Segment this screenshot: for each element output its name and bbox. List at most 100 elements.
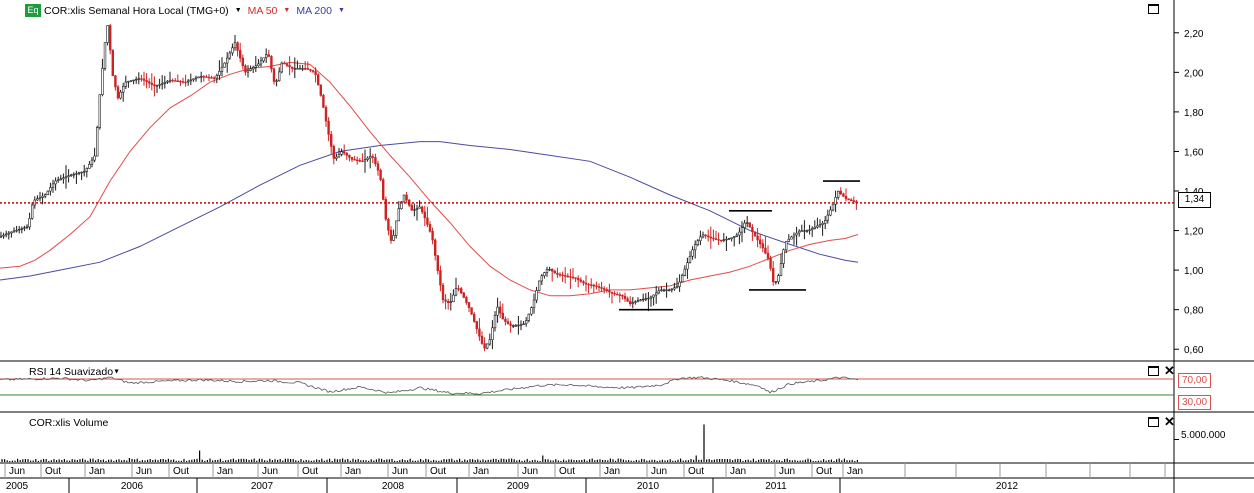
- ma200-label[interactable]: MA 200: [296, 4, 332, 17]
- candle-body: [829, 209, 832, 216]
- candle-body: [530, 307, 533, 315]
- candle-body: [171, 79, 174, 82]
- candle-body: [696, 240, 700, 245]
- candle-body: [725, 238, 728, 241]
- candle-body: [249, 68, 252, 71]
- month-label: Out: [816, 466, 832, 477]
- y-tick-label: 0,60: [1184, 345, 1204, 356]
- ma200-caret-icon[interactable]: ▼: [337, 7, 345, 14]
- candle-body: [842, 193, 845, 197]
- dropdown-caret-icon[interactable]: ▼: [234, 7, 242, 14]
- month-label: Jun: [779, 466, 795, 477]
- volume-panel-title[interactable]: COR:xlis Volume: [29, 417, 109, 429]
- candle-body: [478, 328, 481, 337]
- candle-body: [504, 318, 507, 322]
- candle-body: [545, 269, 549, 273]
- maximize-rsi-panel-button[interactable]: [1148, 366, 1159, 376]
- volume-axis-label: 5.000.000: [1181, 430, 1226, 441]
- candle-body: [714, 238, 718, 240]
- candle-body: [348, 154, 351, 158]
- ma50-caret-icon[interactable]: ▼: [283, 7, 291, 14]
- candle-body: [818, 224, 822, 227]
- candle-body: [852, 200, 856, 202]
- candle-body: [306, 68, 309, 70]
- candle-body: [88, 164, 91, 169]
- candle-body: [413, 209, 416, 211]
- candle-body: [85, 168, 89, 172]
- candle-body: [129, 80, 133, 82]
- chart-header: COR:xlis Semanal Hora Local (TMG+0) ▼ MA…: [26, 4, 345, 17]
- candle-body: [584, 282, 588, 285]
- candle-body: [17, 229, 21, 231]
- candle-body: [7, 232, 11, 235]
- candle-body: [241, 57, 244, 67]
- candle-body: [753, 231, 757, 237]
- candle-body: [816, 225, 819, 228]
- month-label: Jan: [604, 466, 620, 477]
- candle-body: [452, 294, 455, 303]
- rsi-level-high-label: 70,00: [1178, 373, 1211, 388]
- candle-body: [657, 290, 661, 294]
- candle-body: [543, 272, 546, 277]
- candle-body: [319, 84, 322, 96]
- candle-body: [782, 249, 785, 264]
- candle-body: [735, 234, 739, 237]
- month-label: Jan: [730, 466, 746, 477]
- candle-body: [275, 80, 278, 82]
- candle-body: [540, 275, 544, 282]
- candle-body: [571, 276, 575, 279]
- maximize-price-panel-button[interactable]: [1148, 4, 1159, 14]
- candle-body: [498, 306, 502, 314]
- month-label: Out: [45, 466, 61, 477]
- candle-body: [262, 57, 265, 62]
- instrument-title[interactable]: COR:xlis Semanal Hora Local (TMG+0): [44, 4, 229, 17]
- month-label: Jun: [9, 466, 25, 477]
- month-label: Jan: [217, 466, 233, 477]
- rsi-panel-title[interactable]: RSI 14 Suavizado▼: [29, 366, 120, 378]
- candle-body: [444, 299, 447, 302]
- candle-body: [239, 50, 242, 59]
- candle-body: [371, 156, 374, 158]
- month-label: Out: [173, 466, 189, 477]
- candle-body: [15, 229, 18, 232]
- candle-body: [428, 224, 432, 232]
- candle-body: [161, 83, 164, 85]
- close-rsi-panel-icon[interactable]: ✕: [1164, 363, 1175, 378]
- candle-body: [465, 297, 468, 303]
- year-label: 2011: [765, 481, 787, 492]
- candle-body: [116, 86, 120, 99]
- candle-body: [236, 42, 239, 51]
- candle-body: [327, 120, 330, 135]
- candle-body: [54, 180, 57, 185]
- candle-body: [23, 227, 26, 229]
- candle-body: [298, 68, 302, 70]
- candle-body: [140, 78, 143, 80]
- candle-body: [524, 320, 528, 325]
- candle-body: [439, 270, 442, 286]
- candle-body: [787, 238, 791, 242]
- candle-body: [410, 204, 413, 211]
- candle-body: [485, 343, 489, 349]
- candle-body: [148, 81, 151, 84]
- candle-body: [90, 159, 94, 165]
- close-volume-panel-icon[interactable]: ✕: [1164, 414, 1175, 429]
- candle-body: [353, 159, 356, 161]
- candle-body: [322, 95, 325, 108]
- candle-body: [381, 179, 385, 200]
- candle-body: [488, 339, 491, 345]
- candle-body: [254, 65, 257, 68]
- candle-body: [10, 231, 13, 234]
- candle-body: [402, 194, 406, 203]
- maximize-volume-panel-button[interactable]: [1148, 417, 1159, 427]
- candle-body: [795, 232, 798, 236]
- candle-body: [426, 217, 429, 225]
- candle-body: [379, 169, 382, 180]
- candle-body: [285, 63, 289, 66]
- candle-body: [197, 76, 200, 79]
- candle-body: [301, 68, 304, 70]
- candle-body: [41, 195, 44, 198]
- candle-body: [644, 298, 648, 300]
- candle-body: [813, 226, 817, 229]
- ma50-label[interactable]: MA 50: [247, 4, 278, 17]
